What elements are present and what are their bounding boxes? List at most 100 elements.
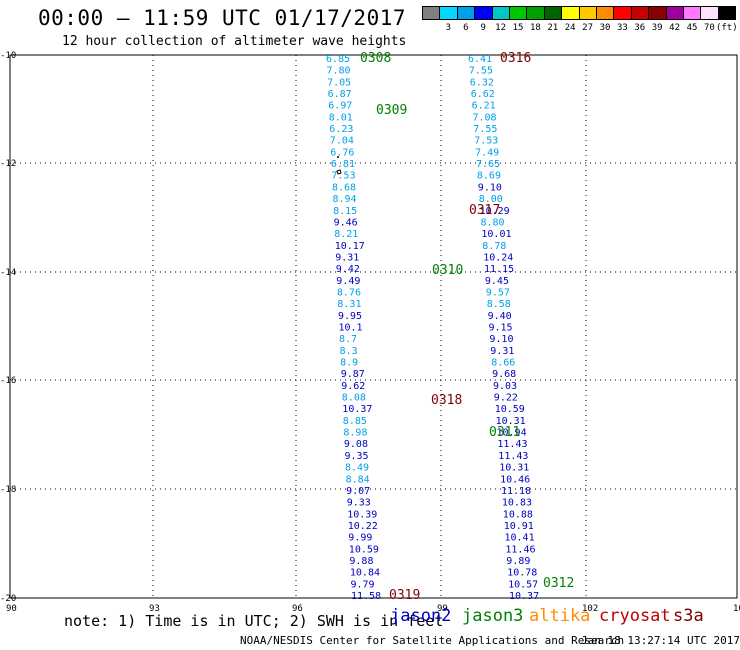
swh-value: 8.84 (346, 474, 370, 485)
swh-value: 6.97 (328, 101, 352, 112)
lon-tick-label: 105 (733, 604, 740, 614)
swh-value: 10.24 (483, 253, 513, 264)
lat-tick-label: -18 (0, 485, 16, 495)
swh-value: 8.78 (482, 241, 506, 252)
swh-value: 8.00 (479, 194, 503, 205)
scale-label: 70 (703, 23, 715, 33)
swh-value: 8.31 (337, 299, 361, 310)
swh-value: 10.59 (349, 544, 379, 555)
swh-value: 8.94 (333, 194, 357, 205)
island-dot (337, 156, 339, 158)
swh-value: 7.53 (474, 136, 498, 147)
swh-value: 8.08 (342, 393, 366, 404)
swh-value: 10.39 (347, 509, 377, 520)
generated-timestamp: Jan 18 13:27:14 UTC 2017 (581, 634, 740, 647)
swh-value: 6.41 (468, 54, 492, 65)
swh-value: 11.46 (505, 544, 535, 555)
swh-value: 11.18 (501, 486, 531, 497)
swh-value: 7.55 (469, 66, 493, 77)
swh-value: 10.84 (350, 568, 380, 579)
pass-label: 0316 (500, 51, 531, 66)
pass-label: 0309 (376, 103, 407, 118)
swh-value: 10.41 (505, 533, 535, 544)
swh-value: 9.22 (494, 393, 518, 404)
swh-value: 6.81 (331, 159, 355, 170)
swh-value: 8.7 (339, 334, 357, 345)
swh-value: 6.76 (330, 147, 354, 158)
swh-value: 10.22 (348, 521, 378, 532)
scale-label: (ft) (715, 23, 738, 33)
legend-altika: altika (529, 606, 591, 626)
swh-value: 11.43 (497, 439, 527, 450)
scale-label: 33 (616, 23, 628, 33)
swh-value: 6.87 (328, 89, 352, 100)
pass-label: 0317 (469, 203, 500, 218)
scale-label: 36 (634, 23, 646, 33)
scale-label: 45 (686, 23, 698, 33)
swh-value: 8.58 (487, 299, 511, 310)
swh-value: 10.88 (503, 509, 533, 520)
swh-value: 7.65 (476, 159, 500, 170)
swh-value: 10.1 (339, 323, 363, 334)
swh-value: 11.43 (498, 451, 528, 462)
lat-tick-label: -14 (0, 268, 16, 278)
swh-value: 8.66 (491, 358, 515, 369)
scale-label: 6 (463, 23, 469, 33)
swh-value: 9.35 (345, 451, 369, 462)
scale-box (717, 6, 737, 20)
legend-cryosat: cryosat (599, 606, 671, 626)
scale-label: 18 (529, 23, 541, 33)
pass-label: 0318 (431, 393, 462, 408)
swh-value: 10.91 (504, 521, 534, 532)
swh-value: 9.57 (486, 288, 510, 299)
swh-value: 8.21 (334, 229, 358, 240)
swh-value: 8.49 (345, 463, 369, 474)
swh-value: 10.57 (508, 579, 538, 590)
swh-value: 10.01 (481, 229, 511, 240)
lat-tick-label: -16 (0, 376, 16, 386)
swh-value: 8.01 (329, 112, 353, 123)
pass-label: 0311 (489, 425, 520, 440)
swh-value: 9.33 (347, 498, 371, 509)
pass-label: 0319 (389, 588, 420, 603)
swh-value: 9.89 (506, 556, 530, 567)
map-title: 00:00 – 11:59 UTC 01/17/2017 (38, 6, 407, 30)
swh-value: 10.83 (502, 498, 532, 509)
swh-value: 8.98 (343, 428, 367, 439)
swh-value: 9.88 (349, 556, 373, 567)
swh-value: 9.42 (336, 264, 360, 275)
swh-value: 10.59 (495, 404, 525, 415)
pass-label: 0310 (432, 263, 463, 278)
lat-tick-label: -12 (0, 159, 16, 169)
swh-value: 9.79 (351, 579, 375, 590)
swh-value: 7.55 (473, 124, 497, 135)
scale-label: 15 (512, 23, 524, 33)
swh-value: 7.80 (327, 66, 351, 77)
swh-value: 7.53 (331, 171, 355, 182)
swh-value: 9.10 (478, 182, 502, 193)
swh-value: 9.46 (334, 217, 358, 228)
swh-value: 8.9 (340, 358, 358, 369)
swh-value: 8.68 (332, 182, 356, 193)
map-subtitle: 12 hour collection of altimeter wave hei… (62, 34, 407, 49)
swh-value: 8.85 (343, 416, 367, 427)
scale-label: 21 (547, 23, 559, 33)
legend-s3a: s3a (673, 606, 704, 626)
swh-value: 7.08 (473, 112, 497, 123)
island-outline (336, 169, 342, 175)
swh-value: 9.31 (490, 346, 514, 357)
swh-value: 10.94 (497, 428, 527, 439)
swh-value: 6.21 (472, 101, 496, 112)
lon-tick-label: 96 (292, 604, 303, 614)
swh-value: 7.04 (330, 136, 354, 147)
scale-label: 12 (495, 23, 507, 33)
swh-value: 9.49 (336, 276, 360, 287)
swh-value: 8.76 (337, 288, 361, 299)
swh-value: 9.95 (338, 311, 362, 322)
swh-value: 6.32 (470, 77, 494, 88)
lon-tick-label: 93 (149, 604, 160, 614)
swh-value: 6.85 (326, 54, 350, 65)
swh-value: 9.15 (489, 323, 513, 334)
lat-tick-label: -20 (0, 594, 16, 604)
swh-value: 10.29 (480, 206, 510, 217)
